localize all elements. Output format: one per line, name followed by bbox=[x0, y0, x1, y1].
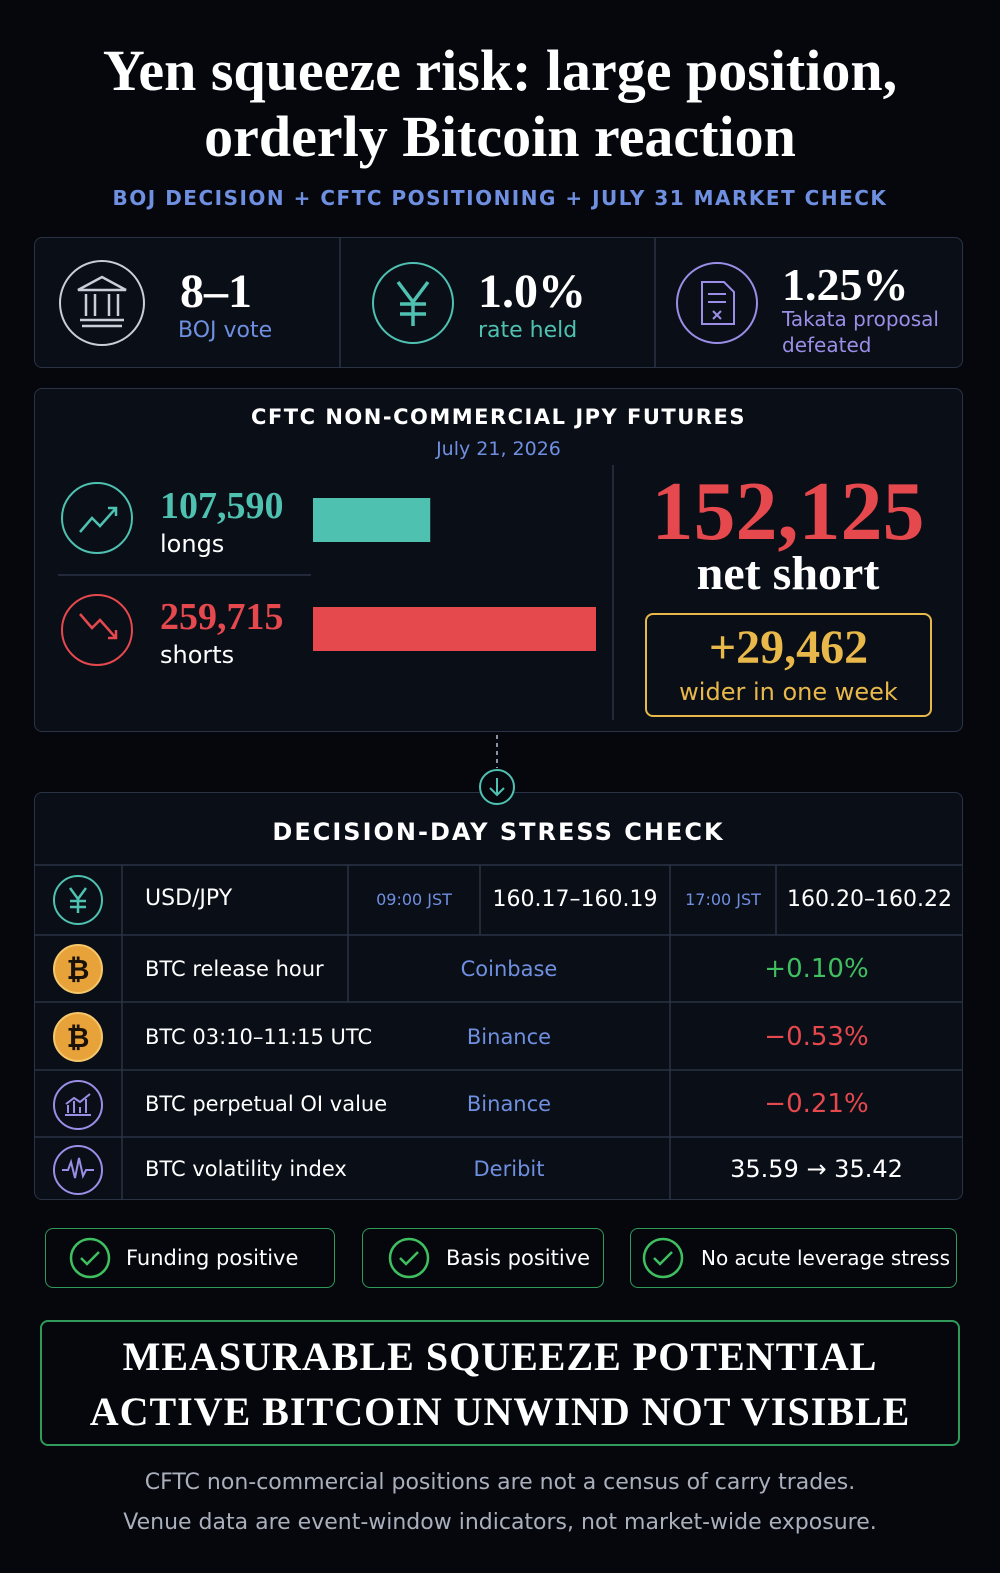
row-label: BTC release hour bbox=[145, 957, 324, 981]
position-bar bbox=[313, 607, 596, 651]
net-value: 152,125 bbox=[651, 465, 925, 558]
stat-value: 1.25% bbox=[782, 259, 909, 310]
venue: Coinbase bbox=[460, 957, 558, 981]
row-value: −0.53% bbox=[764, 1022, 869, 1052]
row-value: +0.10% bbox=[764, 954, 869, 984]
title-line: Yen squeeze risk: large position, bbox=[102, 38, 898, 103]
stat-label: Takata proposal defeated bbox=[782, 307, 939, 357]
venue: Deribit bbox=[473, 1157, 545, 1181]
row-label: BTC 03:10–11:15 UTC bbox=[145, 1025, 373, 1049]
cftc-title: CFTC NON-COMMERCIAL JPY FUTURES bbox=[251, 405, 746, 429]
footnote: Venue data are event-window indicators, … bbox=[123, 1510, 877, 1535]
stat-label: BOJ vote bbox=[178, 318, 273, 343]
row-label: BTC perpetual OI value bbox=[145, 1092, 388, 1116]
conclusion-box bbox=[40, 1320, 960, 1446]
check-pill bbox=[630, 1228, 957, 1288]
fx-value: 160.20–160.22 bbox=[787, 887, 952, 912]
venue: Binance bbox=[466, 1025, 552, 1049]
row-value: 35.59 → 35.42 bbox=[730, 1155, 903, 1183]
footnote: CFTC non-commercial positions are not a … bbox=[144, 1470, 856, 1495]
stat-value: 8–1 bbox=[180, 265, 252, 318]
longs-value: 107,590 bbox=[160, 485, 284, 527]
change-box bbox=[645, 613, 932, 717]
check-pill bbox=[362, 1228, 604, 1288]
title-line: orderly Bitcoin reaction bbox=[204, 104, 796, 169]
svg-text:₿: ₿ bbox=[67, 953, 90, 986]
fx-value: 160.17–160.19 bbox=[492, 887, 658, 912]
shorts-label: shorts bbox=[160, 641, 235, 669]
stress-title: DECISION-DAY STRESS CHECK bbox=[272, 818, 725, 846]
conclusion-line: ACTIVE BITCOIN UNWIND NOT VISIBLE bbox=[89, 1389, 911, 1434]
venue: Binance bbox=[466, 1092, 552, 1116]
check-label: Funding positive bbox=[126, 1246, 299, 1270]
subtitle: BOJ DECISION + CFTC POSITIONING + JULY 3… bbox=[112, 186, 888, 210]
stat-label: rate held bbox=[478, 318, 578, 343]
time-label: 09:00 JST bbox=[376, 890, 452, 909]
cftc-date: July 21, 2026 bbox=[436, 438, 561, 460]
position-bars bbox=[313, 498, 596, 651]
position-bar bbox=[313, 498, 431, 542]
cftc-panel bbox=[34, 388, 963, 732]
time-label: 17:00 JST bbox=[685, 890, 761, 909]
change-label: wider in one week bbox=[679, 678, 898, 706]
check-pill bbox=[45, 1228, 335, 1288]
longs-label: longs bbox=[160, 530, 225, 558]
stat-value: 1.0% bbox=[478, 265, 586, 318]
svg-text:₿: ₿ bbox=[67, 1021, 90, 1054]
conclusion-line: MEASURABLE SQUEEZE POTENTIAL bbox=[122, 1334, 878, 1379]
row-label: USD/JPY bbox=[145, 886, 233, 911]
stress-panel bbox=[34, 792, 963, 1200]
check-icons bbox=[69, 1237, 684, 1279]
net-label: net short bbox=[696, 547, 880, 600]
stats-panel bbox=[34, 237, 963, 368]
check-label: No acute leverage stress bbox=[701, 1246, 951, 1270]
change-value: +29,462 bbox=[708, 621, 869, 674]
shorts-value: 259,715 bbox=[160, 596, 284, 638]
check-label: Basis positive bbox=[446, 1246, 591, 1270]
row-value: −0.21% bbox=[764, 1089, 869, 1119]
row-label: BTC volatility index bbox=[145, 1157, 347, 1181]
